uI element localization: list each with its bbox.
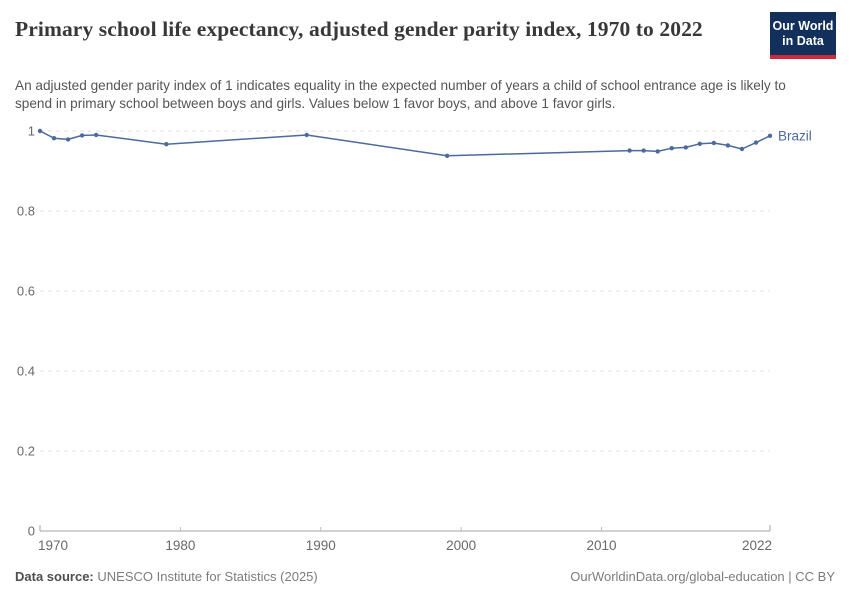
data-point[interactable] [669, 146, 674, 151]
owid-logo-line2: in Data [782, 33, 824, 48]
data-point[interactable] [641, 148, 646, 153]
x-axis-label: 1990 [306, 538, 336, 553]
data-point[interactable] [655, 149, 660, 154]
data-point[interactable] [767, 133, 773, 138]
x-axis-label: 2010 [587, 538, 617, 553]
chart-footer: Data source: UNESCO Institute for Statis… [15, 569, 835, 589]
chart-subtitle: An adjusted gender parity index of 1 ind… [15, 78, 786, 111]
data-point[interactable] [683, 145, 688, 150]
owid-logo-box: Our World in Data [770, 12, 836, 55]
data-point[interactable] [93, 132, 99, 138]
data-source-text: UNESCO Institute for Statistics (2025) [97, 569, 318, 584]
owid-logo-stripe [770, 55, 836, 59]
series-line-brazil[interactable] [39, 130, 771, 157]
y-axis-label: 0.2 [17, 444, 35, 459]
data-point[interactable] [51, 136, 57, 141]
x-axis-label: 1980 [165, 538, 195, 553]
data-point[interactable] [711, 140, 717, 146]
y-axis-label: 1 [28, 124, 35, 139]
data-point[interactable] [627, 148, 632, 153]
x-axis-label: 2022 [742, 538, 772, 553]
chart-title: Primary school life expectancy, adjusted… [15, 17, 703, 41]
data-point[interactable] [444, 153, 450, 158]
data-point[interactable] [725, 143, 731, 148]
data-source-label: Data source: [15, 569, 94, 584]
x-axis-label: 1970 [38, 538, 68, 553]
y-axis-label: 0.8 [17, 204, 35, 219]
y-axis-label: 0.6 [17, 284, 35, 299]
owid-logo-line1: Our World [772, 19, 834, 33]
data-point[interactable] [753, 140, 759, 145]
data-point[interactable] [304, 132, 309, 138]
y-axis-label: 0 [28, 524, 35, 539]
entity-label-brazil: Brazil [778, 128, 812, 143]
y-axis-label: 0.4 [17, 364, 35, 379]
data-point[interactable] [79, 133, 85, 138]
x-axis-label: 2000 [446, 538, 476, 553]
data-point[interactable] [164, 142, 169, 147]
data-source: Data source: UNESCO Institute for Statis… [15, 569, 318, 584]
owid-logo[interactable]: Our World in Data [770, 12, 836, 59]
owid-credit-link[interactable]: OurWorldinData.org/global-education | CC… [570, 569, 835, 584]
data-point[interactable] [739, 146, 745, 152]
data-point[interactable] [697, 141, 703, 146]
data-point[interactable] [37, 128, 43, 134]
data-point[interactable] [65, 137, 71, 142]
